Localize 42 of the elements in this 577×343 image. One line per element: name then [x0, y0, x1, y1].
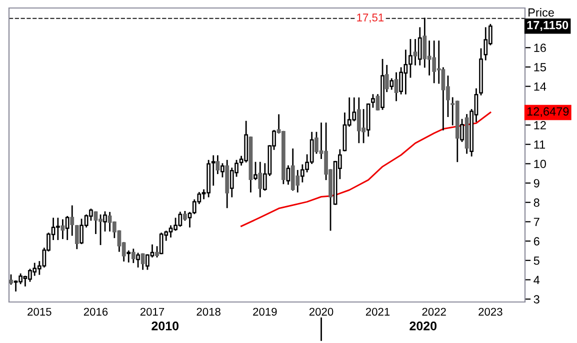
x-tick-label: 2023: [478, 308, 502, 316]
x-tick-label: 2018: [196, 308, 220, 316]
y-tick-label: 12: [534, 121, 546, 130]
candlestick: [390, 78, 394, 90]
candlestick: [65, 216, 70, 240]
candlestick: [126, 250, 131, 262]
y-tick-label: 11: [534, 140, 546, 149]
y-tick-label: 16: [534, 44, 546, 52]
text: 2020: [410, 321, 437, 330]
x-tick-label: 2021: [366, 308, 390, 316]
line-series: [240, 112, 492, 227]
x-tick-label: 2022: [422, 308, 446, 316]
y-tick-label: 10: [534, 160, 546, 168]
candlestick: [136, 252, 140, 268]
x-tick-label: 2017: [140, 308, 164, 316]
y-tick-label: 6: [534, 237, 540, 246]
y-tick-label: 8: [534, 198, 540, 207]
candlestick: [286, 165, 290, 185]
y-tick-label: 4: [534, 276, 540, 284]
y-axis-title: Price: [528, 8, 554, 17]
candlestick: [460, 118, 464, 142]
y-tick-label: 14: [534, 82, 546, 91]
x-tick-label: 2019: [253, 308, 277, 316]
candlestick: [103, 211, 107, 232]
y-tick-label: 7: [534, 218, 540, 226]
y-tick-label: 9: [534, 179, 540, 188]
y-tick-label: 5: [534, 256, 540, 265]
y-tick-label: 15: [534, 63, 546, 72]
text: 17,1150: [527, 20, 568, 31]
x-tick-label: 2015: [28, 308, 52, 316]
candlestick: [211, 155, 216, 186]
x-tick-label: 2016: [84, 308, 108, 316]
candlestick: [371, 94, 375, 108]
x-tick-label: 2020: [309, 308, 334, 316]
text: 12,6479: [527, 107, 569, 118]
ref-line-label: 17,51: [357, 14, 384, 23]
candlestick: [220, 163, 224, 178]
candlestick: [418, 27, 422, 66]
text: 2010: [152, 321, 179, 330]
candlestick: [254, 162, 258, 180]
candlestick: [56, 218, 60, 240]
y-tick-label: 3: [534, 295, 540, 304]
